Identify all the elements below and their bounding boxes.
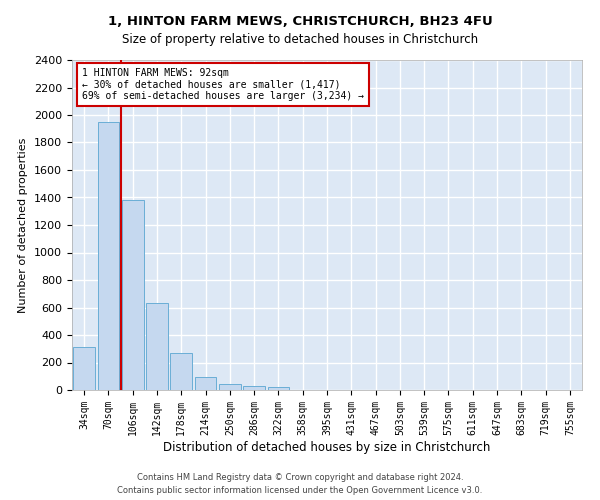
Bar — [73, 346, 95, 390]
X-axis label: Distribution of detached houses by size in Christchurch: Distribution of detached houses by size … — [163, 440, 491, 454]
Text: 1 HINTON FARM MEWS: 92sqm
← 30% of detached houses are smaller (1,417)
69% of se: 1 HINTON FARM MEWS: 92sqm ← 30% of detac… — [82, 68, 364, 102]
Bar — [97, 122, 119, 390]
Bar — [170, 353, 192, 390]
Bar — [219, 384, 241, 390]
Text: 1, HINTON FARM MEWS, CHRISTCHURCH, BH23 4FU: 1, HINTON FARM MEWS, CHRISTCHURCH, BH23 … — [107, 15, 493, 28]
Bar — [194, 377, 217, 390]
Bar — [268, 387, 289, 390]
Text: Size of property relative to detached houses in Christchurch: Size of property relative to detached ho… — [122, 32, 478, 46]
Bar — [146, 304, 168, 390]
Bar — [243, 386, 265, 390]
Text: Contains HM Land Registry data © Crown copyright and database right 2024.
Contai: Contains HM Land Registry data © Crown c… — [118, 474, 482, 495]
Bar — [122, 200, 143, 390]
Y-axis label: Number of detached properties: Number of detached properties — [19, 138, 28, 312]
